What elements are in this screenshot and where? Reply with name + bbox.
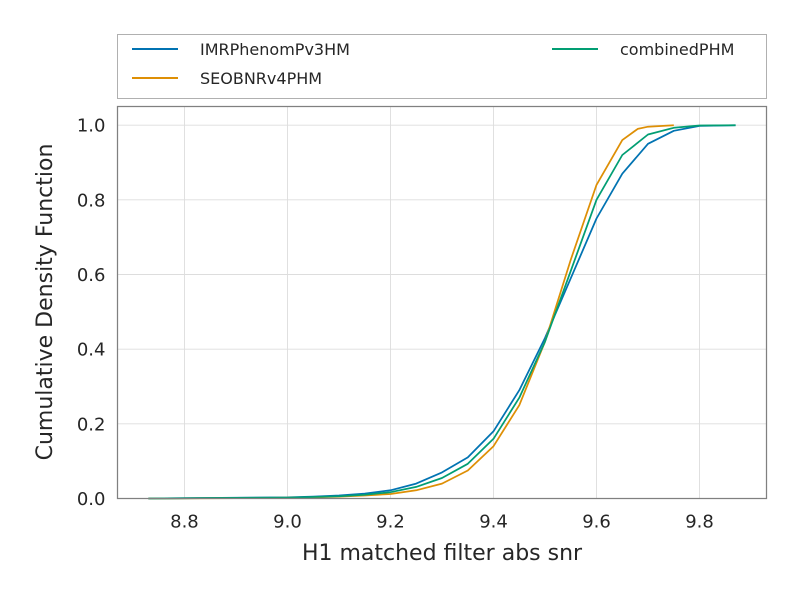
x-tick-label: 9.4 xyxy=(479,512,508,533)
y-tick-label: 1.0 xyxy=(77,116,106,137)
x-axis-label: H1 matched filter abs snr xyxy=(302,541,583,566)
grid-lines xyxy=(117,106,767,499)
y-tick-label: 0.2 xyxy=(77,414,106,435)
series-line-combinedphm xyxy=(148,124,736,500)
x-tick-label: 9.6 xyxy=(582,512,611,533)
series-lines xyxy=(148,124,736,500)
legend-label: SEOBNRv4PHM xyxy=(200,69,322,88)
x-tick-label: 9.2 xyxy=(376,512,405,533)
x-tick-label: 8.8 xyxy=(170,512,199,533)
legend-box xyxy=(117,34,767,99)
series-line-imrphenompv3hm xyxy=(148,124,736,500)
y-tick-label: 0.6 xyxy=(77,265,106,286)
x-tick-label: 9.0 xyxy=(273,512,302,533)
y-tick-label: 0.4 xyxy=(77,340,106,361)
x-tick-label: 9.8 xyxy=(685,512,714,533)
legend-label: combinedPHM xyxy=(620,40,734,59)
y-tick-label: 0.8 xyxy=(77,190,106,211)
plot-frame xyxy=(116,105,768,500)
y-axis-label: Cumulative Density Function xyxy=(33,144,58,461)
series-line-seobnrv4phm xyxy=(148,124,674,500)
legend: IMRPhenomPv3HM SEOBNRv4PHM combinedPHM xyxy=(117,34,767,99)
legend-entries: IMRPhenomPv3HM SEOBNRv4PHM combinedPHM xyxy=(132,40,734,88)
y-tick-label: 0.0 xyxy=(77,489,106,510)
legend-label: IMRPhenomPv3HM xyxy=(200,40,350,59)
tick-labels: 8.8 9.0 9.2 9.4 9.6 9.8 0.0 0.2 0.4 0.6 0.8 1.0 xyxy=(77,116,714,533)
